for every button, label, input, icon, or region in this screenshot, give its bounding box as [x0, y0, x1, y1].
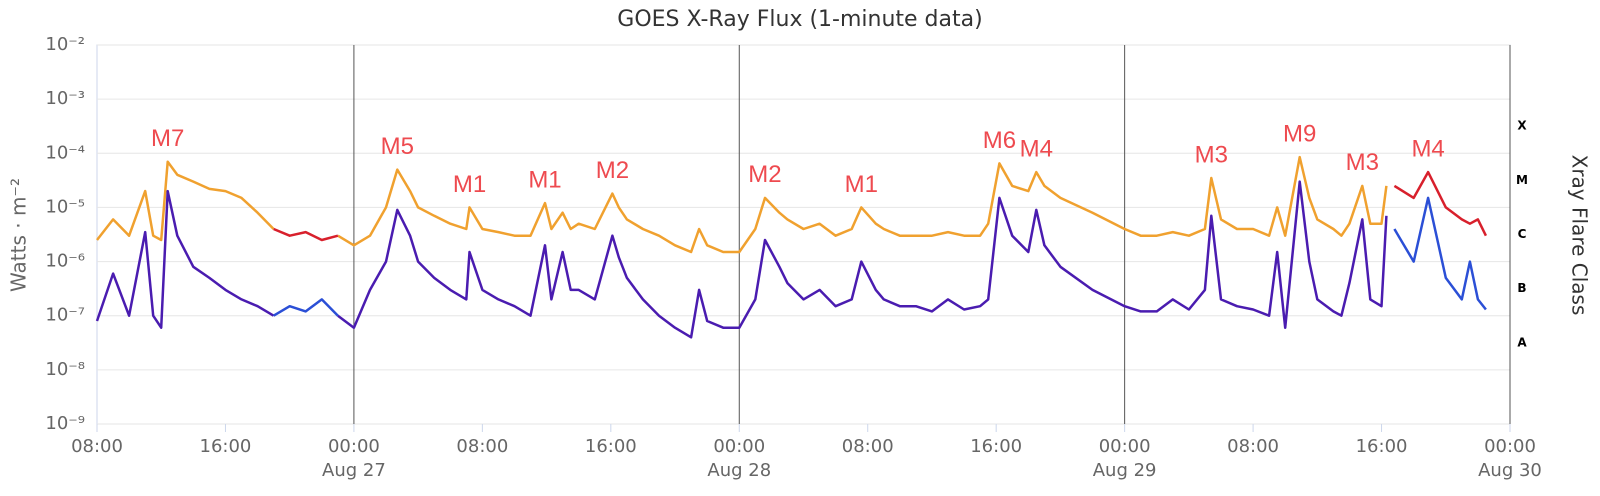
flare-class-label: C	[1518, 227, 1527, 241]
x-tick-label: 16:00	[1356, 436, 1408, 457]
flux-line	[273, 170, 1488, 242]
x-tick-label: 00:00	[1099, 436, 1151, 457]
x-tick-label: 00:00	[1484, 436, 1536, 457]
flare-label: M6	[983, 127, 1016, 154]
flare-label: M1	[845, 171, 878, 198]
y-axis-label: Watts · m⁻²	[7, 178, 31, 292]
x-tick-label: 08:00	[842, 436, 894, 457]
flare-label: M2	[748, 161, 781, 188]
x-tick-label: 00:00	[713, 436, 765, 457]
x-tick-label: 16:00	[200, 436, 252, 457]
y-tick-label: 10⁻⁴	[45, 142, 85, 163]
flux-line	[272, 196, 1487, 317]
flare-label: M9	[1283, 120, 1316, 147]
x-tick-label: 16:00	[970, 436, 1022, 457]
flare-class-label: X	[1517, 119, 1527, 133]
x-tick-label: 16:00	[585, 436, 637, 457]
flare-label: M3	[1346, 149, 1379, 176]
y-tick-label: 10⁻⁹	[45, 413, 85, 434]
flare-label: M5	[381, 133, 414, 160]
x-tick-label: 00:00	[328, 436, 380, 457]
flare-label: M2	[596, 157, 629, 184]
y-tick-label: 10⁻⁷	[45, 305, 85, 326]
flux-line	[96, 155, 1388, 254]
x-date-label: Aug 28	[707, 460, 771, 481]
flare-label: M4	[1411, 135, 1444, 162]
flare-class-label: M	[1516, 173, 1528, 187]
x-tick-label: 08:00	[456, 436, 508, 457]
flare-label: M1	[528, 166, 561, 193]
flare-label: M1	[453, 171, 486, 198]
flare-label: M4	[1020, 135, 1053, 162]
flare-class-label: B	[1517, 281, 1526, 295]
x-date-label: Aug 27	[322, 460, 386, 481]
flux-line	[95, 180, 1388, 339]
y-tick-label: 10⁻²	[45, 34, 85, 55]
x-tick-label: 08:00	[71, 436, 123, 457]
y2-axis-label: Xray Flare Class	[1568, 155, 1592, 316]
flare-label: M3	[1195, 141, 1228, 168]
flare-class-label: A	[1517, 335, 1527, 349]
x-tick-label: 08:00	[1227, 436, 1279, 457]
x-date-label: Aug 30	[1478, 460, 1542, 481]
y-tick-label: 10⁻³	[45, 88, 85, 109]
x-date-label: Aug 29	[1093, 460, 1157, 481]
y-tick-label: 10⁻⁵	[45, 196, 85, 217]
y-tick-label: 10⁻⁶	[45, 251, 85, 272]
y-tick-label: 10⁻⁸	[45, 359, 85, 380]
flare-label: M7	[151, 125, 184, 152]
chart-title: GOES X-Ray Flux (1-minute data)	[617, 7, 982, 32]
